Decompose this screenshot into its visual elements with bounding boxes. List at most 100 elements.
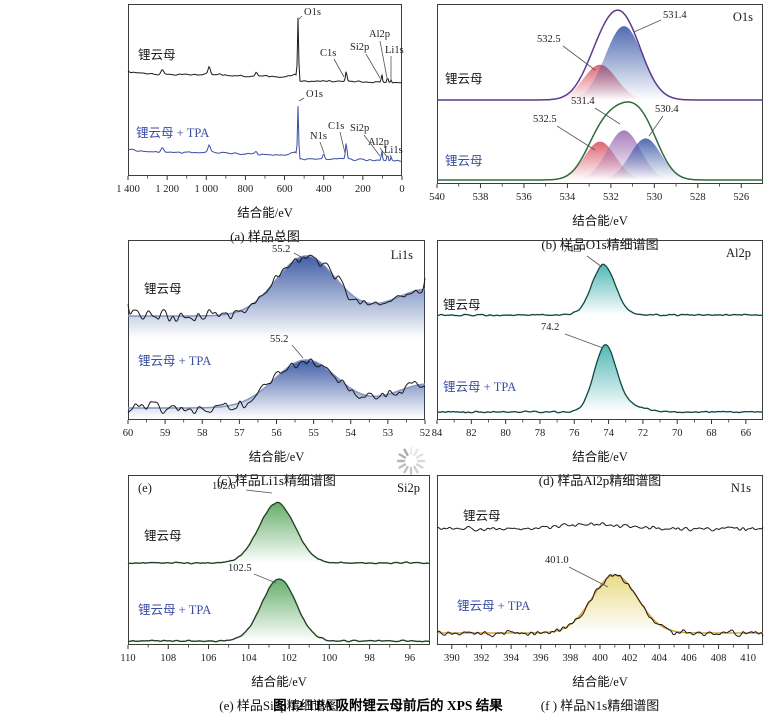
x-axis-title: 结合能/eV	[572, 450, 628, 464]
x-tick-label: 74	[603, 428, 614, 439]
panel-c-li1s: 60 59 58 57 56 55 54 53 52 55.2 55.2 Li1s 锂云母 锂云母 …	[123, 240, 430, 489]
region-label: Li1s	[390, 248, 413, 262]
series-label-limica-tpa: 锂云母 + TPA	[138, 354, 212, 368]
envelope-line	[437, 101, 763, 181]
panel-caption: (e) 样品Si2p精细谱图	[219, 698, 339, 713]
x-tick-label: 404	[651, 653, 668, 664]
peak-annotation: 531.4	[571, 96, 595, 107]
annotation-leader	[633, 19, 662, 33]
annotation-leader	[293, 252, 304, 259]
x-axis-title: 结合能/eV	[572, 675, 628, 689]
x-tick-label: 108	[160, 653, 176, 664]
region-label: Si2p	[397, 481, 420, 495]
region-label: N1s	[730, 481, 751, 495]
spinner-blade	[398, 453, 407, 459]
x-tick-label: 96	[405, 653, 416, 664]
annotation-leader	[568, 566, 609, 588]
x-tick-label: 394	[503, 653, 520, 664]
plot-border	[437, 240, 763, 420]
plot-b: 540 538 536 534 532 530 528 526 532.5 531.4 532.5 5…	[429, 4, 763, 210]
x-tick-label: 66	[741, 428, 752, 439]
x-tick-label: 76	[569, 428, 580, 439]
x-tick-label: 530	[646, 192, 662, 203]
x-tick-label: 1 400	[116, 184, 140, 195]
peak-annotation: 102.5	[228, 563, 252, 574]
annotation-leader	[556, 125, 596, 151]
peak-annotation: 55.2	[270, 334, 288, 345]
x-tick-label: 58	[197, 428, 208, 439]
x-axis-title: 结合能/eV	[572, 214, 628, 228]
fit-chart: 84 82 80 78 76 74 72 70 68 66 74.3 74.2	[432, 240, 764, 439]
panel-e-si2p: 110 108 106 104 102 100 98 96 102.6 102.5 (e) Si2…	[120, 475, 431, 714]
annotation-leader	[363, 134, 381, 157]
envelope-outline	[436, 344, 764, 414]
x-tick-label: 78	[535, 428, 546, 439]
peak-annotation: O1s	[304, 7, 321, 18]
peak-annotation: O1s	[306, 89, 323, 100]
x-tick-label: 800	[238, 184, 254, 195]
spinner-blade	[415, 453, 424, 459]
series-label-limica-tpa: 锂云母 + TPA	[138, 603, 212, 617]
spinner-blade	[415, 463, 424, 469]
annotation-leader	[339, 131, 346, 154]
x-tick-label: 104	[241, 653, 257, 664]
figure-caption: 图 12 TPA 吸附锂云母前后的 XPS 结果	[273, 698, 503, 713]
component-fill	[437, 141, 763, 180]
x-tick-label: 106	[201, 653, 217, 664]
annotation-leader	[253, 573, 277, 584]
peak-annotation: C1s	[328, 121, 344, 132]
survey-trace	[127, 17, 403, 84]
region-label: O1s	[732, 10, 753, 24]
x-tick-label: 534	[560, 192, 577, 203]
corner-label: (e)	[138, 481, 152, 495]
x-tick-label: 70	[672, 428, 683, 439]
x-axis-title: 结合能/eV	[248, 450, 305, 464]
envelope-fill	[437, 575, 763, 633]
panel-b-o1s: 540 538 536 534 532 530 528 526 532.5 531.4 532.5 5…	[429, 4, 763, 253]
panel-d-al2p: 84 82 80 78 76 74 72 70 68 66 74.3 74.2 Al2p 锂云母 锂云…	[432, 240, 764, 489]
plot-a: 1 400 1 200 1 000 800 600 400 200 0 O1s C1s Si2p Al…	[116, 4, 405, 202]
annotation-leader	[564, 333, 604, 349]
annotation-leader	[648, 115, 664, 137]
spinner-blade	[413, 448, 419, 457]
x-tick-label: 0	[399, 184, 404, 195]
x-tick-label: 390	[444, 653, 460, 664]
fit-chart: 540 538 536 534 532 530 528 526 532.5 531.4 532.5 5…	[429, 4, 763, 203]
envelope-line	[128, 359, 426, 409]
x-tick-label: 526	[733, 192, 749, 203]
fit-chart: 110 108 106 104 102 100 98 96 102.6 102.5	[120, 475, 431, 664]
series-label-limica-tpa: 锂云母 + TPA	[136, 126, 210, 140]
peak-annotation: Si2p	[350, 123, 369, 134]
peak-annotation: 55.2	[272, 244, 290, 255]
plot-border	[128, 475, 430, 645]
plot-c: 60 59 58 57 56 55 54 53 52 55.2 55.2 Li1s 锂云母 锂云母 …	[123, 240, 430, 446]
x-tick-label: 54	[346, 428, 357, 439]
peak-annotation: Li1s	[385, 45, 404, 56]
raw-data-trace	[127, 254, 426, 322]
x-tick-label: 53	[383, 428, 394, 439]
x-tick-label: 600	[277, 184, 293, 195]
peak-annotation: 532.5	[537, 34, 561, 45]
component-fill	[437, 26, 763, 101]
x-tick-label: 100	[321, 653, 337, 664]
x-tick-label: 400	[316, 184, 332, 195]
raw-data-trace	[127, 358, 426, 414]
annotation-leader	[562, 45, 596, 71]
x-tick-label: 55	[308, 428, 319, 439]
envelope-outline	[127, 502, 431, 565]
x-tick-label: 102	[281, 653, 297, 664]
region-label: Al2p	[726, 246, 751, 260]
survey-chart: 1 400 1 200 1 000 800 600 400 200 0O1sC1sSi2pAl…	[116, 4, 405, 195]
peak-annotation: 532.5	[533, 114, 557, 125]
x-tick-label: 72	[638, 428, 649, 439]
annotation-leader	[594, 107, 621, 125]
peak-annotation: 74.3	[563, 244, 581, 255]
envelope-line	[437, 9, 763, 101]
plot-f: 390 392 394 396 398 400 402 404 406 408 410 401.0 N…	[436, 475, 764, 671]
x-tick-label: 200	[355, 184, 371, 195]
spinner-blade	[403, 465, 409, 474]
x-tick-label: 59	[160, 428, 171, 439]
peak-annotation: 102.6	[212, 481, 236, 492]
peak-annotation: 74.2	[541, 322, 559, 333]
x-tick-label: 57	[234, 428, 245, 439]
